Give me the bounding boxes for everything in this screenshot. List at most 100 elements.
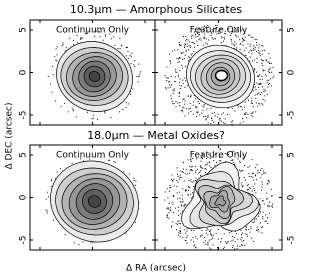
noise-dot (178, 91, 180, 93)
noise-dot (217, 229, 219, 231)
noise-dot (179, 105, 181, 107)
noise-dot (179, 78, 181, 80)
noise-dot (122, 108, 124, 110)
noise-dot (236, 245, 238, 247)
noise-dot (183, 206, 185, 208)
noise-dot (166, 80, 168, 82)
noise-dot (219, 149, 221, 151)
noise-dot (256, 105, 258, 107)
noise-dot (192, 181, 194, 183)
noise-dot (172, 89, 174, 91)
noise-dot (119, 38, 121, 40)
figure: 10.3μm — Amorphous Silicates 18.0μm — Me… (5, 3, 297, 274)
noise-dot (221, 156, 223, 158)
noise-dot (55, 100, 57, 102)
noise-dot (211, 32, 213, 34)
noise-dot (187, 185, 189, 187)
noise-dot (214, 112, 216, 114)
noise-dot (233, 26, 235, 28)
noise-dot (132, 88, 134, 90)
noise-dot (184, 204, 186, 206)
noise-dot (224, 32, 226, 34)
noise-dot (203, 103, 205, 105)
noise-dot (193, 245, 195, 247)
noise-dot (89, 241, 91, 243)
noise-dot (272, 67, 274, 69)
noise-dot (262, 217, 264, 219)
noise-dot (211, 112, 213, 114)
noise-dot (212, 234, 214, 236)
noise-dot (216, 33, 218, 35)
noise-dot (190, 168, 192, 170)
noise-dot (169, 53, 171, 55)
noise-dot (219, 29, 221, 31)
noise-dot (200, 28, 202, 30)
noise-dot (217, 113, 219, 115)
noise-dot (104, 111, 106, 113)
noise-dot (169, 209, 171, 211)
noise-dot (266, 198, 268, 200)
noise-dot (212, 244, 214, 246)
noise-dot (217, 116, 219, 118)
noise-dot (200, 39, 202, 41)
noise-dot (263, 172, 265, 174)
noise-dot (194, 244, 196, 246)
noise-dot (193, 180, 195, 182)
noise-dot (77, 42, 79, 44)
noise-dot (257, 169, 259, 171)
noise-dot (182, 168, 184, 170)
x-axis-label: Δ RA (arcsec) (126, 264, 186, 274)
noise-dot (127, 103, 129, 105)
noise-dot (172, 221, 174, 223)
noise-dot (249, 165, 251, 167)
noise-dot (71, 162, 73, 164)
panel-label: Feature Only (190, 26, 248, 36)
y-tick-label: -5 (19, 111, 29, 120)
noise-dot (137, 81, 139, 83)
noise-dot (245, 179, 247, 181)
noise-dot (192, 104, 194, 106)
noise-dot (177, 74, 179, 76)
noise-dot (171, 50, 173, 52)
noise-dot (253, 179, 255, 181)
noise-dot (248, 173, 250, 175)
noise-dot (229, 231, 231, 233)
noise-dot (244, 32, 246, 34)
noise-dot (255, 102, 257, 104)
contour (214, 69, 229, 82)
noise-dot (253, 48, 255, 50)
noise-dot (129, 54, 131, 56)
noise-dot (210, 122, 212, 124)
noise-dot (138, 63, 140, 65)
noise-dot (204, 240, 206, 242)
noise-dot (205, 27, 207, 29)
noise-dot (207, 24, 209, 26)
noise-dot (179, 230, 181, 232)
noise-dot (260, 59, 262, 61)
noise-dot (258, 231, 260, 233)
noise-dot (177, 76, 179, 78)
noise-dot (50, 179, 52, 181)
noise-dot (177, 173, 179, 175)
noise-dot (271, 205, 273, 207)
noise-dot (263, 50, 265, 52)
noise-dot (119, 111, 121, 113)
noise-dot (203, 116, 205, 118)
noise-dot (197, 35, 199, 37)
noise-dot (224, 122, 226, 124)
noise-dot (167, 214, 169, 216)
noise-dot (258, 47, 260, 49)
noise-dot (256, 62, 258, 64)
noise-dot (189, 186, 191, 188)
contour (88, 71, 101, 82)
y-tick-label: 0 (287, 69, 297, 75)
noise-dot (240, 30, 242, 32)
noise-dot (270, 62, 272, 64)
noise-dot (80, 38, 82, 40)
noise-dot (227, 114, 229, 116)
noise-dot (206, 29, 208, 31)
y-tick-label: 0 (287, 194, 297, 200)
noise-dot (179, 176, 181, 178)
noise-dot (173, 195, 175, 197)
noise-dot (133, 64, 135, 66)
